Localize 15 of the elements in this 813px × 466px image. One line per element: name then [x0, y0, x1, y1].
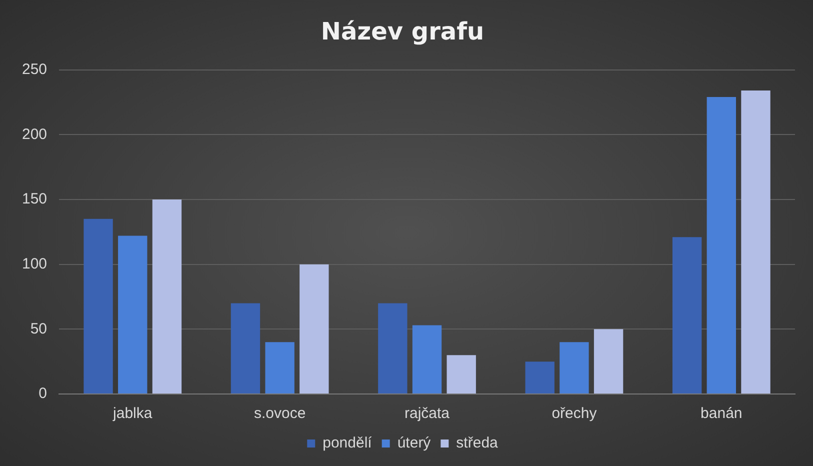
y-tick-label: 150: [22, 190, 48, 208]
x-tick-label: banán: [700, 405, 742, 422]
legend-label: pondělí: [322, 434, 373, 452]
x-tick-label: ořechy: [552, 405, 598, 422]
legend-label: středa: [456, 434, 499, 452]
y-tick-label: 250: [22, 60, 48, 78]
x-tick-label: jablka: [112, 405, 153, 422]
y-tick-label: 50: [30, 320, 48, 338]
legend-label: úterý: [397, 434, 432, 452]
x-tick-label: rajčata: [404, 405, 450, 422]
y-tick-label: 200: [22, 126, 48, 143]
x-tick-label: s.ovoce: [254, 405, 306, 422]
y-tick-label: 100: [22, 255, 48, 272]
y-tick-label: 0: [38, 385, 48, 402]
chart-title: Název grafu: [320, 18, 484, 46]
